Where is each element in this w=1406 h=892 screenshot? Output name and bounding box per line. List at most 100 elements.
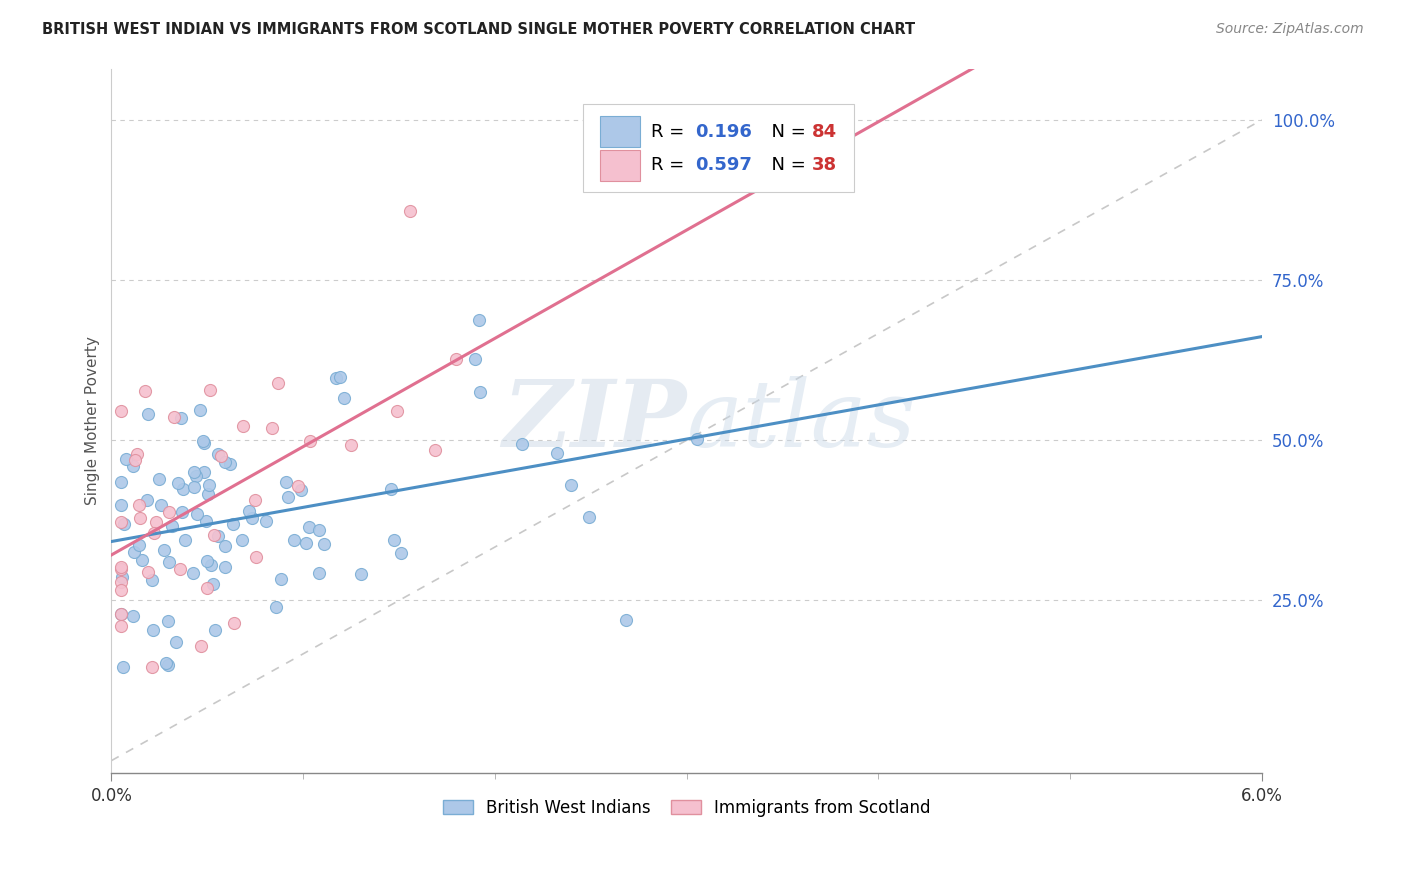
Point [122, 609, 145, 624]
Point [204, 624, 226, 638]
Point [122, 458, 145, 473]
FancyBboxPatch shape [600, 150, 640, 180]
Point [167, 476, 190, 491]
Point [188, 403, 211, 417]
Point [200, 558, 222, 572]
Point [340, 438, 363, 452]
Point [142, 526, 165, 541]
Point [308, 566, 330, 580]
Point [128, 498, 150, 512]
Point [193, 466, 215, 480]
Point [399, 203, 422, 218]
Point [240, 511, 263, 525]
Point [207, 447, 229, 461]
Point [546, 446, 568, 460]
Point [308, 523, 330, 537]
Point [238, 504, 260, 518]
Point [254, 514, 277, 528]
FancyBboxPatch shape [600, 117, 640, 147]
Point [141, 660, 163, 674]
Point [186, 507, 208, 521]
Point [152, 543, 174, 558]
Point [262, 421, 284, 435]
Point [155, 656, 177, 670]
FancyBboxPatch shape [583, 103, 853, 192]
Point [112, 517, 135, 532]
Point [110, 574, 132, 589]
Point [110, 618, 132, 632]
Point [267, 376, 290, 391]
Point [389, 546, 412, 560]
Point [148, 472, 170, 486]
Point [423, 443, 446, 458]
Point [277, 490, 299, 504]
Point [110, 560, 132, 574]
Point [287, 479, 309, 493]
Point [274, 475, 297, 489]
Point [183, 465, 205, 479]
Point [195, 581, 218, 595]
Point [127, 447, 149, 461]
Point [214, 454, 236, 468]
Point [202, 577, 225, 591]
Text: R =: R = [651, 123, 690, 141]
Point [110, 607, 132, 621]
Text: 84: 84 [813, 123, 837, 141]
Point [198, 478, 221, 492]
Point [219, 458, 242, 472]
Point [160, 518, 183, 533]
Point [283, 533, 305, 547]
Point [190, 639, 212, 653]
Point [145, 515, 167, 529]
Point [245, 549, 267, 564]
Point [110, 403, 132, 417]
Point [181, 566, 204, 580]
Point [560, 478, 582, 492]
Point [382, 533, 405, 548]
Point [136, 407, 159, 421]
Point [111, 570, 134, 584]
Point [172, 482, 194, 496]
Point [141, 623, 163, 637]
Legend: British West Indians, Immigrants from Scotland: British West Indians, Immigrants from Sc… [434, 790, 939, 825]
Point [184, 468, 207, 483]
Point [214, 539, 236, 553]
Text: atlas: atlas [686, 376, 917, 466]
Point [290, 483, 312, 497]
Point [207, 529, 229, 543]
Point [350, 566, 373, 581]
Point [298, 434, 321, 449]
Point [468, 385, 491, 400]
Point [174, 533, 197, 547]
Point [380, 482, 402, 496]
Point [172, 505, 194, 519]
Point [295, 536, 318, 550]
Point [157, 658, 180, 673]
Point [686, 433, 709, 447]
Point [110, 516, 132, 530]
Text: BRITISH WEST INDIAN VS IMMIGRANTS FROM SCOTLAND SINGLE MOTHER POVERTY CORRELATIO: BRITISH WEST INDIAN VS IMMIGRANTS FROM S… [42, 22, 915, 37]
Point [157, 555, 180, 569]
Point [314, 537, 336, 551]
Point [110, 562, 132, 576]
Point [111, 659, 134, 673]
Point [194, 514, 217, 528]
Point [157, 614, 180, 628]
Point [110, 499, 132, 513]
Point [163, 410, 186, 425]
Point [202, 527, 225, 541]
Point [578, 509, 600, 524]
Text: 0.597: 0.597 [695, 156, 752, 174]
Y-axis label: Single Mother Poverty: Single Mother Poverty [86, 336, 100, 506]
Text: ZIP: ZIP [502, 376, 686, 466]
Point [128, 538, 150, 552]
Text: N =: N = [761, 156, 811, 174]
Point [141, 573, 163, 587]
Point [128, 511, 150, 525]
Point [446, 351, 468, 366]
Point [224, 615, 246, 630]
Point [149, 499, 172, 513]
Point [325, 370, 347, 384]
Point [214, 560, 236, 574]
Point [183, 480, 205, 494]
